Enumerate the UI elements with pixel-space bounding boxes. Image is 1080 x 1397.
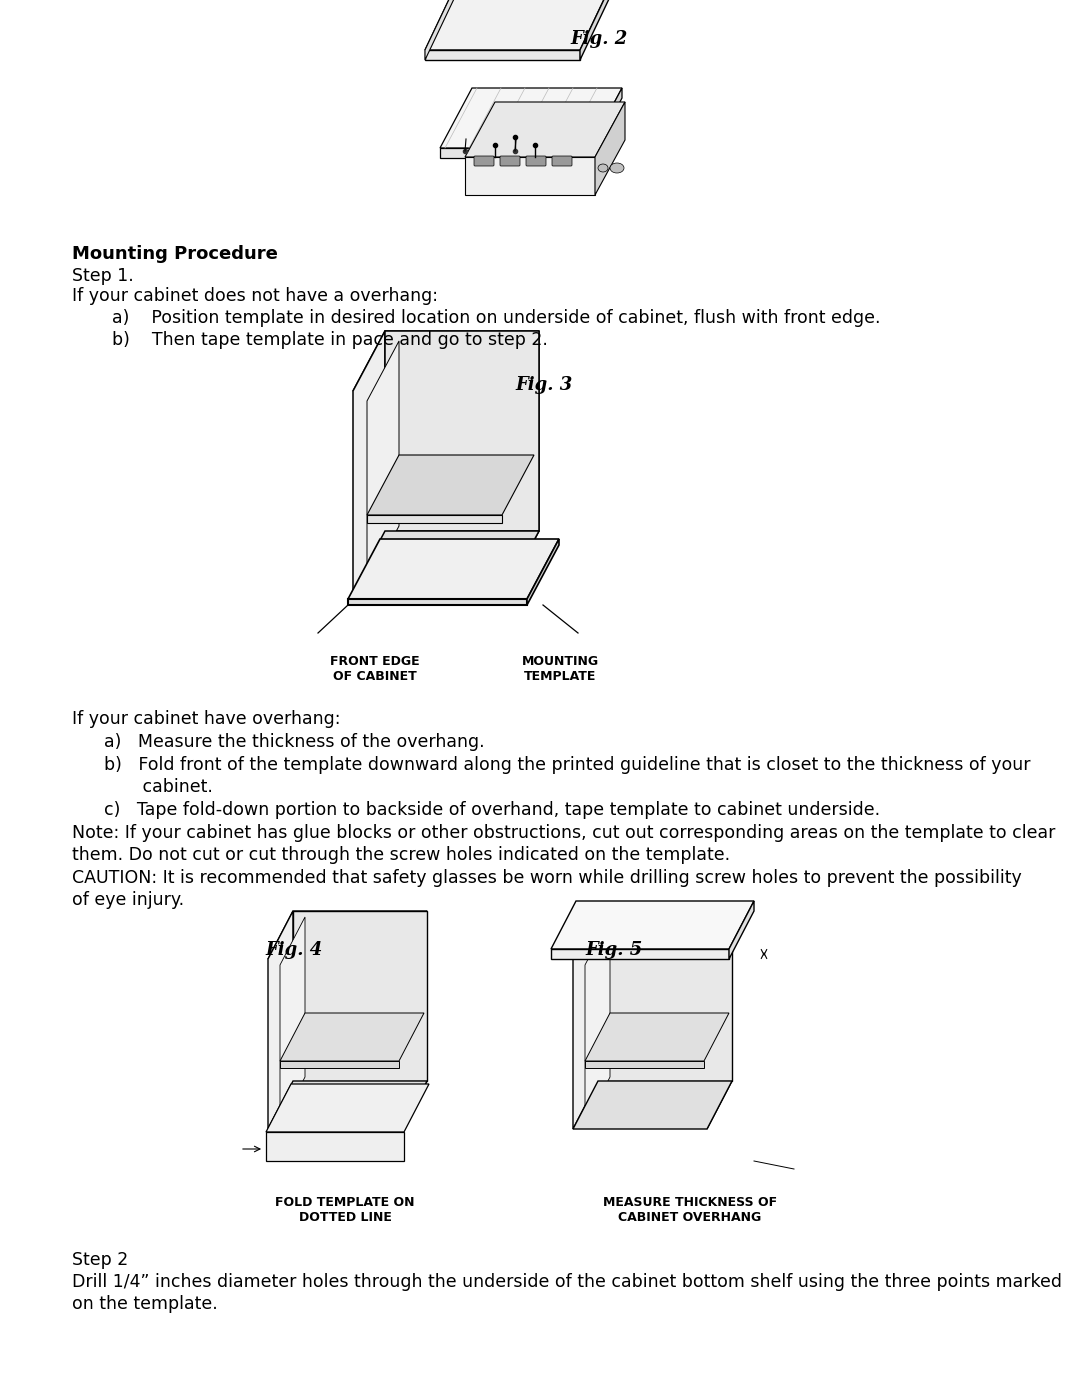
Polygon shape [367,341,399,585]
Polygon shape [573,911,732,958]
Polygon shape [268,911,427,958]
Text: Step 2: Step 2 [72,1250,129,1268]
Polygon shape [426,0,618,50]
Polygon shape [266,1132,404,1161]
Text: cabinet.: cabinet. [104,778,213,796]
Polygon shape [353,331,384,591]
Text: FOLD TEMPLATE ON
DOTTED LINE: FOLD TEMPLATE ON DOTTED LINE [275,1196,415,1224]
Text: If your cabinet does not have a overhang:: If your cabinet does not have a overhang… [72,286,438,305]
Text: Fig. 4: Fig. 4 [265,942,322,958]
Polygon shape [348,539,559,599]
Polygon shape [573,911,598,1129]
Text: a)    Position template in desired location on underside of cabinet, flush with : a) Position template in desired location… [112,309,880,327]
Ellipse shape [610,163,624,173]
Circle shape [391,543,403,556]
Polygon shape [465,156,595,196]
Polygon shape [353,531,539,591]
Polygon shape [367,455,534,515]
Polygon shape [266,1084,429,1132]
FancyBboxPatch shape [500,156,519,166]
Polygon shape [595,102,625,196]
Polygon shape [280,1013,424,1060]
Polygon shape [590,88,622,158]
Text: of eye injury.: of eye injury. [72,891,184,909]
FancyBboxPatch shape [526,156,546,166]
Text: a)   Measure the thickness of the overhang.: a) Measure the thickness of the overhang… [104,733,485,752]
Polygon shape [465,102,625,156]
Polygon shape [440,88,622,148]
Text: Fig. 5: Fig. 5 [585,942,643,958]
Polygon shape [426,50,580,60]
FancyBboxPatch shape [552,156,572,166]
Polygon shape [268,911,293,1129]
Text: on the template.: on the template. [72,1295,218,1313]
Ellipse shape [598,163,608,172]
Text: If your cabinet have overhang:: If your cabinet have overhang: [72,710,340,728]
Polygon shape [598,911,732,1081]
Text: MEASURE THICKNESS OF
CABINET OVERHANG: MEASURE THICKNESS OF CABINET OVERHANG [603,1196,778,1224]
Text: Drill 1/4” inches diameter holes through the underside of the cabinet bottom she: Drill 1/4” inches diameter holes through… [72,1273,1062,1291]
Polygon shape [402,911,427,1129]
Text: Step 1.: Step 1. [72,267,134,285]
Polygon shape [580,0,618,60]
Polygon shape [707,911,732,1129]
Polygon shape [507,331,539,591]
Polygon shape [585,916,610,1125]
Text: MOUNTING
TEMPLATE: MOUNTING TEMPLATE [522,655,598,683]
Polygon shape [353,331,539,391]
Polygon shape [361,339,531,400]
Circle shape [613,1085,623,1097]
Polygon shape [573,1081,732,1129]
Text: Note: If your cabinet has glue blocks or other obstructions, cut out correspondi: Note: If your cabinet has glue blocks or… [72,824,1055,842]
Polygon shape [729,901,754,958]
Polygon shape [527,539,559,605]
Text: c)   Tape fold-down portion to backside of overhand, tape template to cabinet un: c) Tape fold-down portion to backside of… [104,800,880,819]
Polygon shape [426,0,463,60]
Polygon shape [367,515,502,522]
Text: Mounting Procedure: Mounting Procedure [72,244,278,263]
Polygon shape [293,911,427,1081]
Text: them. Do not cut or cut through the screw holes indicated on the template.: them. Do not cut or cut through the scre… [72,847,730,863]
Polygon shape [280,1060,399,1067]
Text: b)   Fold front of the template downward along the printed guideline that is clo: b) Fold front of the template downward a… [104,756,1030,774]
Polygon shape [348,599,527,605]
Polygon shape [268,1081,427,1129]
Circle shape [308,1085,318,1097]
Polygon shape [551,901,754,949]
Polygon shape [551,949,729,958]
Text: Fig. 2: Fig. 2 [570,29,627,47]
Polygon shape [384,331,539,531]
Text: Fig. 3: Fig. 3 [515,376,572,394]
Text: b)    Then tape template in pace and go to step 2.: b) Then tape template in pace and go to … [112,331,548,349]
Polygon shape [585,1013,729,1060]
Polygon shape [585,1060,704,1067]
Polygon shape [280,916,305,1125]
Text: FRONT EDGE
OF CABINET: FRONT EDGE OF CABINET [330,655,420,683]
Polygon shape [440,148,590,158]
Text: CAUTION: It is recommended that safety glasses be worn while drilling screw hole: CAUTION: It is recommended that safety g… [72,869,1022,887]
FancyBboxPatch shape [474,156,494,166]
